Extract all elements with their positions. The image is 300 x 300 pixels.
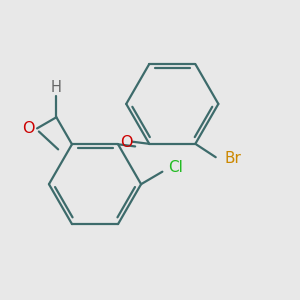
Text: O: O bbox=[22, 121, 35, 136]
Text: Cl: Cl bbox=[168, 160, 183, 175]
Text: H: H bbox=[51, 80, 62, 95]
Text: Br: Br bbox=[224, 151, 241, 166]
Text: O: O bbox=[120, 135, 133, 150]
